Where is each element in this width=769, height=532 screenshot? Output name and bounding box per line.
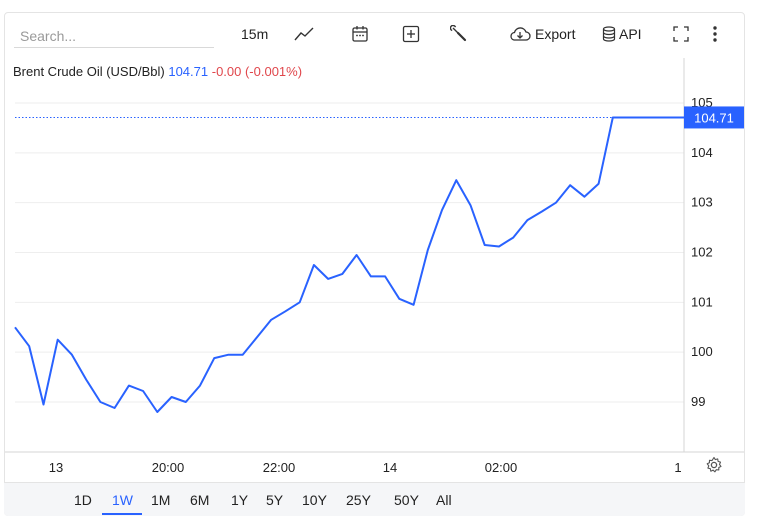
chart-widget bbox=[4, 12, 745, 516]
range-button-25y[interactable]: 25Y bbox=[346, 492, 371, 508]
api-button[interactable]: API bbox=[602, 22, 642, 46]
active-range-underline bbox=[102, 513, 142, 515]
range-button-1m[interactable]: 1M bbox=[151, 492, 171, 508]
chart-type-button[interactable] bbox=[294, 22, 314, 46]
line-chart-icon bbox=[294, 26, 314, 42]
range-selector: 1D 1W 1M 6M 1Y 5Y 10Y 25Y 50Y All bbox=[4, 482, 745, 516]
export-label: Export bbox=[535, 26, 576, 42]
price-series-line bbox=[14, 116, 684, 413]
more-menu-button[interactable] bbox=[712, 22, 718, 46]
range-button-6m[interactable]: 6M bbox=[190, 492, 210, 508]
range-button-all[interactable]: All bbox=[436, 492, 452, 508]
range-button-10y[interactable]: 10Y bbox=[302, 492, 327, 508]
y-tick-label: 102 bbox=[691, 245, 713, 260]
x-tick-label: 13 bbox=[49, 460, 63, 475]
cloud-download-icon bbox=[509, 26, 531, 42]
add-indicator-icon bbox=[402, 25, 420, 43]
fullscreen-icon bbox=[672, 25, 690, 43]
price-chart[interactable]: 99 100 101 102 103 104 105 13 20:00 22:00 14 02:00 1… bbox=[0, 0, 769, 482]
last-price-label: 104.71 bbox=[694, 110, 734, 125]
fullscreen-button[interactable] bbox=[672, 22, 690, 46]
y-tick-label: 100 bbox=[691, 344, 713, 359]
y-tick-label: 99 bbox=[691, 394, 705, 409]
interval-selector[interactable]: 15m bbox=[241, 22, 268, 46]
wrench-icon bbox=[450, 25, 468, 43]
y-tick-label: 104 bbox=[691, 145, 713, 160]
x-tick-label: 1 bbox=[674, 460, 681, 475]
x-tick-label: 20:00 bbox=[152, 460, 185, 475]
y-tick-label: 101 bbox=[691, 294, 713, 309]
last-price-badge bbox=[684, 106, 744, 129]
range-button-1y[interactable]: 1Y bbox=[231, 492, 249, 508]
instrument-name: Brent Crude Oil (USD/Bbl) bbox=[13, 64, 165, 79]
legend-change: -0.00 (-0.001%) bbox=[211, 64, 303, 79]
y-tick-label: 103 bbox=[691, 195, 713, 210]
range-button-1w[interactable]: 1W bbox=[112, 492, 133, 508]
range-button-1d[interactable]: 1D bbox=[74, 492, 92, 508]
export-button[interactable]: Export bbox=[509, 22, 575, 46]
range-button-5y[interactable]: 5Y bbox=[266, 492, 284, 508]
calendar-icon bbox=[351, 25, 369, 43]
date-range-button[interactable] bbox=[351, 22, 369, 46]
add-indicator-button[interactable] bbox=[402, 22, 420, 46]
settings-tools-button[interactable] bbox=[450, 22, 468, 46]
chart-settings-button[interactable] bbox=[705, 456, 723, 474]
api-label: API bbox=[619, 26, 642, 42]
legend-price: 104.71 bbox=[168, 64, 209, 79]
toolbar: 15m Export API bbox=[4, 12, 745, 58]
more-vert-icon bbox=[712, 25, 718, 43]
database-icon bbox=[602, 26, 616, 42]
chart-legend: Brent Crude Oil (USD/Bbl) 104.71 -0.00 (… bbox=[13, 64, 302, 79]
gear-icon bbox=[705, 456, 723, 478]
x-tick-label: 02:00 bbox=[485, 460, 518, 475]
x-tick-label: 14 bbox=[383, 460, 397, 475]
range-button-50y[interactable]: 50Y bbox=[394, 492, 419, 508]
interval-label: 15m bbox=[241, 26, 269, 42]
search-input[interactable] bbox=[14, 24, 214, 48]
x-tick-label: 22:00 bbox=[263, 460, 296, 475]
y-tick-label: 105 bbox=[691, 95, 713, 110]
